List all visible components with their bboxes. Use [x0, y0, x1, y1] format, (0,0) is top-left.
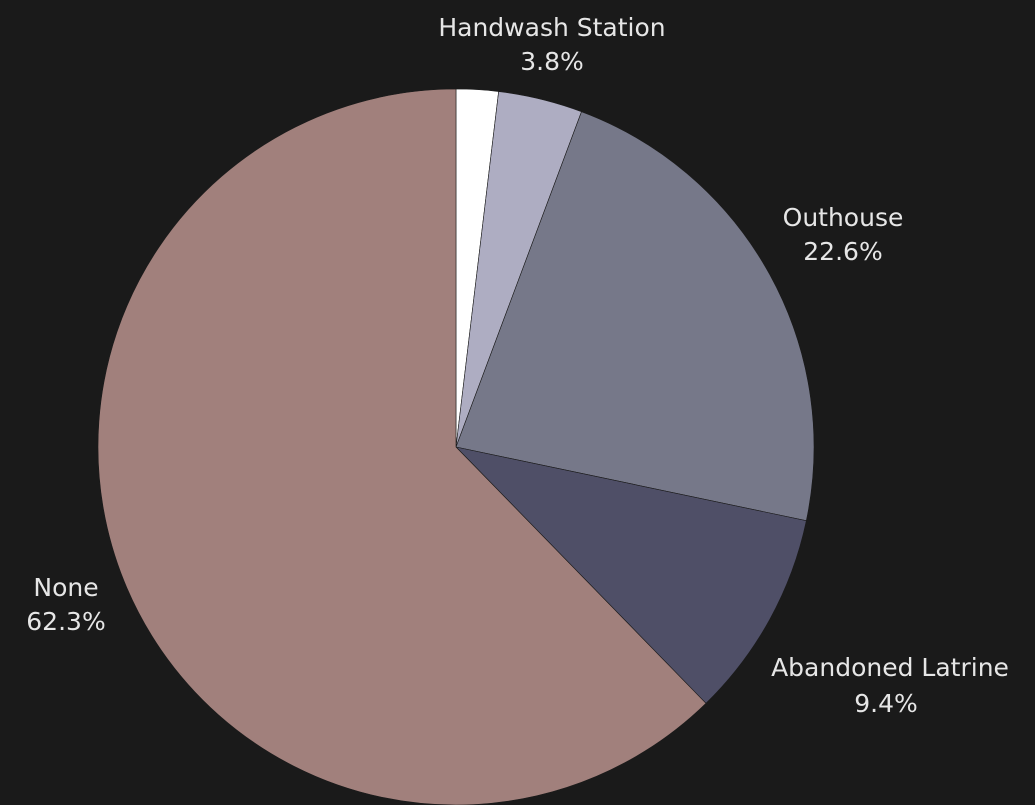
abandoned-latrine-label: Abandoned Latrine [771, 653, 1009, 682]
outhouse-percent: 22.6% [803, 237, 882, 266]
handwash-station-label: Handwash Station [438, 13, 665, 42]
handwash-station-percent: 3.8% [520, 47, 584, 76]
none-percent: 62.3% [26, 607, 105, 636]
pie-slice-abandoned-latrine [455, 446, 807, 704]
abandoned-latrine-percent: 9.4% [854, 689, 918, 718]
none-label: None [33, 573, 98, 602]
pie-slice-outhouse [455, 111, 815, 522]
pie-slices [97, 88, 815, 805]
pie-slice-none [97, 88, 707, 805]
outhouse-label: Outhouse [783, 203, 904, 232]
